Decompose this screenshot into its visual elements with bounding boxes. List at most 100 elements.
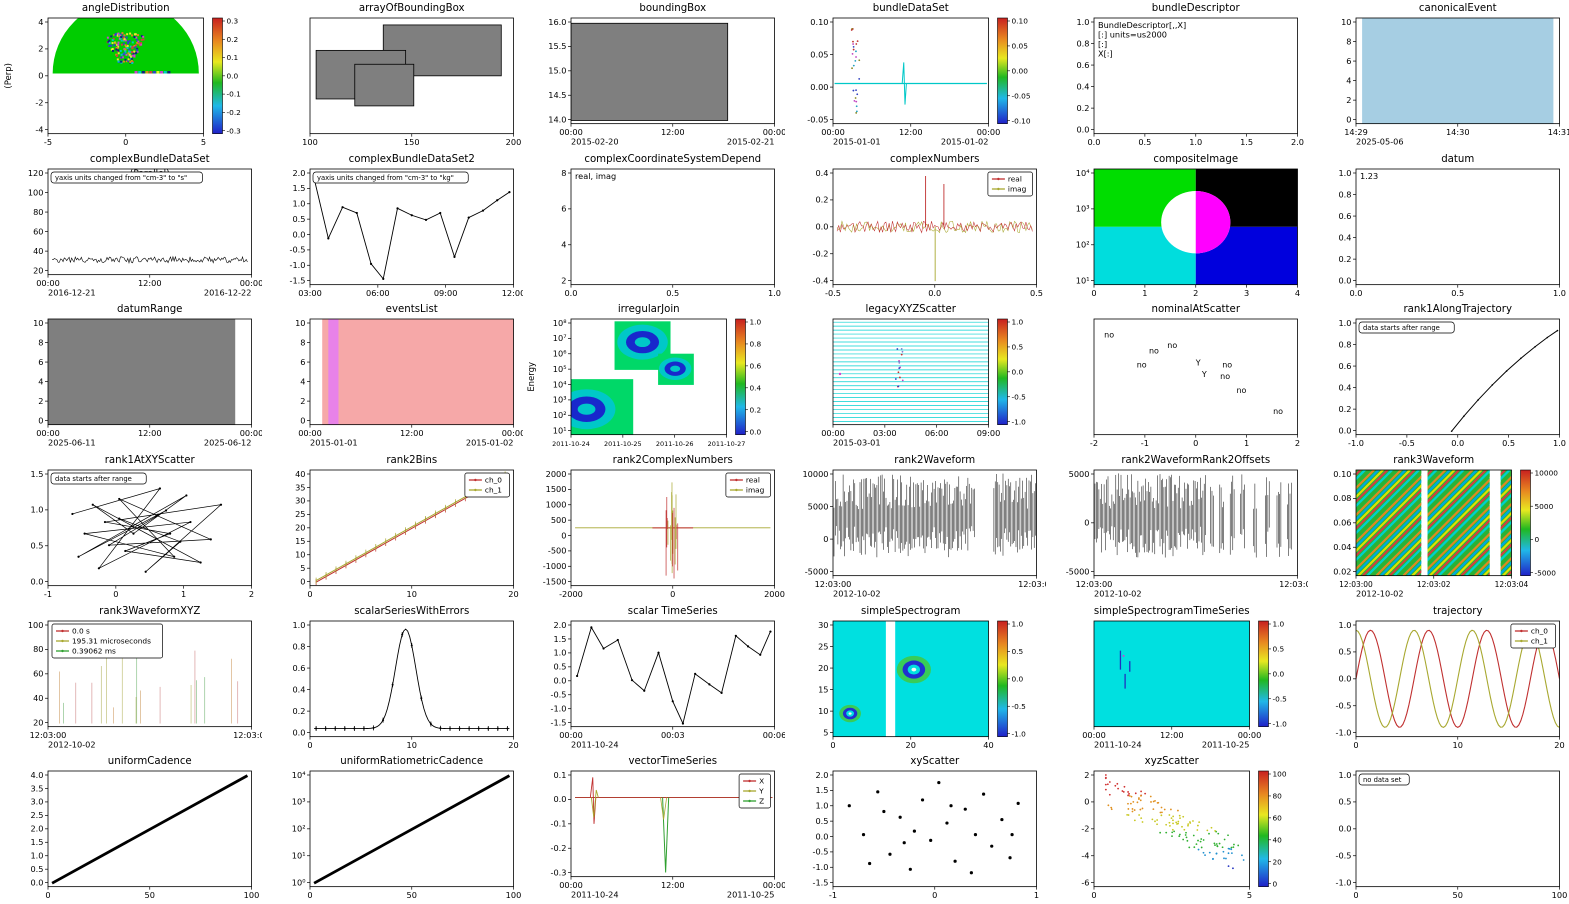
x-tick-label: 10 [406, 589, 416, 599]
colorbar [996, 319, 1008, 426]
colorbar-tick-label: 0.0 [226, 71, 238, 80]
y-axis-label: Energy [527, 362, 537, 392]
y-tick-label: 4 [38, 377, 43, 387]
y-tick-label: 10¹ [553, 426, 567, 436]
colorbar-tick-label: -1.0 [1011, 729, 1026, 738]
y-tick-label: 0.00 [810, 82, 828, 92]
plot-canvas: real, imag [575, 171, 616, 181]
x-tick-label: 0.5 [1138, 137, 1151, 147]
x-tick-label: -5 [44, 137, 52, 147]
x-tick-label: 00:00 [976, 127, 1000, 137]
x-tick-label: 0.5 [666, 288, 679, 298]
y-tick-label: 6 [1346, 56, 1351, 66]
y-tick-label: 60 [33, 226, 43, 236]
colorbar-tick-label: 0.0 [1272, 669, 1284, 678]
svg-text:1.23: 1.23 [1360, 171, 1378, 181]
y-tick-label: 10⁶ [553, 349, 567, 359]
x-tick-label: 150 [403, 137, 419, 147]
legend-label: imag [746, 486, 765, 495]
x-tick-label: 1.0 [1552, 288, 1565, 298]
x-tick-label: -0.5 [1398, 438, 1414, 448]
annotation-box [50, 171, 203, 184]
y-tick-label: 0.6 [1076, 60, 1089, 70]
y-tick-label: 0 [1084, 518, 1089, 528]
x-tick-label: 0.5 [1502, 438, 1515, 448]
x-tick-label: 40 [983, 740, 993, 750]
y-tick-label: 4 [561, 239, 566, 249]
legend-label: Y [758, 787, 764, 796]
y-tick-label: 0.05 [810, 49, 828, 59]
y-tick-label: -0.5 [812, 847, 828, 857]
axes-frame [47, 469, 252, 587]
plot-canvas [836, 175, 1033, 281]
y-tick-label: 1.0 [815, 801, 828, 811]
x-tick-label: 10 [1452, 740, 1462, 750]
plot-trajectory: trajectory 1.0 0.5 0.0 -0.5 -1.00 10 20 ch_0ch_1 [1335, 606, 1564, 750]
y-tick-label: 0.06 [1333, 518, 1351, 528]
x-tick-label: 12:03:04 [1494, 580, 1528, 589]
y-tick-label: 25 [818, 641, 828, 651]
x-tick-label: 12:03:00 [30, 730, 67, 740]
y-tick-label: 10 [33, 318, 43, 328]
y-axis-label: (Perp) [4, 63, 14, 89]
x-axis-date: 2011-10-24 [571, 890, 619, 900]
y-tick-label: 16.0 [548, 17, 566, 27]
plot-canvas [833, 473, 1036, 558]
x-tick-label: 2 [1295, 438, 1300, 448]
x-tick-label: 20 [508, 589, 518, 599]
y-tick-label: 2 [1084, 770, 1089, 780]
colorbar-tick-label: -0.05 [1011, 91, 1030, 100]
y-tick-label: -500 [548, 546, 567, 556]
plot-boundingBox: boundingBox 16.0 15.5 15.0 14.5 14.0 00:00 12:0… [548, 3, 784, 147]
plot-canvas [847, 781, 1020, 875]
y-tick-label: 0.0 [1338, 673, 1351, 683]
x-axis-date: 2016-12-22 [204, 287, 252, 297]
colorbar-tick-label: 0.05 [1011, 42, 1028, 51]
x-axis-date: 2012-10-02 [48, 739, 96, 749]
legend-label: X [759, 777, 764, 786]
x-tick-label: 100 [244, 890, 260, 900]
plot-complexBundleDataSet: complexBundleDataSet(Parallel)1201008060… [28, 154, 262, 298]
plot-title: angleDistribution [82, 3, 170, 14]
plot-irregularJoin: irregularJoin 10⁸ 10⁷ 10⁶ 10⁵ 10⁴ 10³ 10² 10¹ Ene… [527, 304, 762, 448]
y-tick-label: 1.5 [815, 785, 828, 795]
y-tick-label: -0.1 [551, 819, 567, 829]
x-tick-label: 2.0 [1291, 137, 1304, 147]
plot-uniformRatiometricCadence: uniformRatiometricCadence 10⁴ 10³ 10² 10¹ 10⁰… [291, 756, 521, 900]
plot-canvas [1355, 469, 1511, 576]
plot-title: complexBundleDataSet [90, 154, 210, 165]
y-tick-label: 0.0 [815, 221, 828, 231]
svg-text:BundleDescriptor[,,X]: BundleDescriptor[,,X] [1098, 20, 1186, 30]
y-tick-label: 0.0 [1338, 275, 1351, 285]
y-tick-label: 20 [33, 265, 43, 275]
y-tick-label: 10000 [802, 469, 828, 479]
x-tick-label: 1 [1142, 288, 1147, 298]
plot-uniformCadence: uniformCadence 4.0 3.5 3.0 2.5 2.0 1.5 1.0 0.5 0.… [30, 756, 260, 900]
x-tick-label: 00:00 [821, 127, 845, 137]
plot-canvas [52, 255, 248, 264]
y-tick-label: -0.5 [551, 689, 567, 699]
y-tick-label: 80 [33, 644, 43, 654]
y-tick-label: 0.2 [1338, 404, 1351, 414]
plot-title: irregularJoin [618, 304, 680, 315]
colorbar-tick-label: -1.0 [1272, 719, 1287, 728]
y-tick-label: 0.4 [292, 684, 305, 694]
legend-label: ch_0 [484, 476, 501, 485]
colorbar [1258, 620, 1269, 727]
y-tick-label: -2 [1081, 824, 1089, 834]
axes-frame [1355, 168, 1560, 285]
y-tick-label: -2 [35, 98, 43, 108]
y-tick-label: -1.5 [289, 275, 305, 285]
plot-canvas [571, 22, 729, 121]
plot-canvas: BundleDescriptor[,,X] [:] units=us2000 [… [1098, 20, 1186, 58]
y-tick-label: 40 [295, 469, 305, 479]
colorbar-tick-label: 0.0 [1011, 368, 1023, 377]
legend-box [51, 623, 163, 658]
y-tick-label: 1.5 [30, 837, 43, 847]
x-tick-label: 2011-10-25 [604, 440, 642, 448]
plot-title: rank2ComplexNumbers [613, 455, 733, 466]
x-tick-label: 12:03:00 [1076, 579, 1113, 589]
plot-title: rank2WaveformRank2Offsets [1121, 455, 1270, 466]
x-tick-label: 2011-10-26 [656, 440, 694, 448]
y-tick-label: 0.5 [292, 214, 305, 224]
